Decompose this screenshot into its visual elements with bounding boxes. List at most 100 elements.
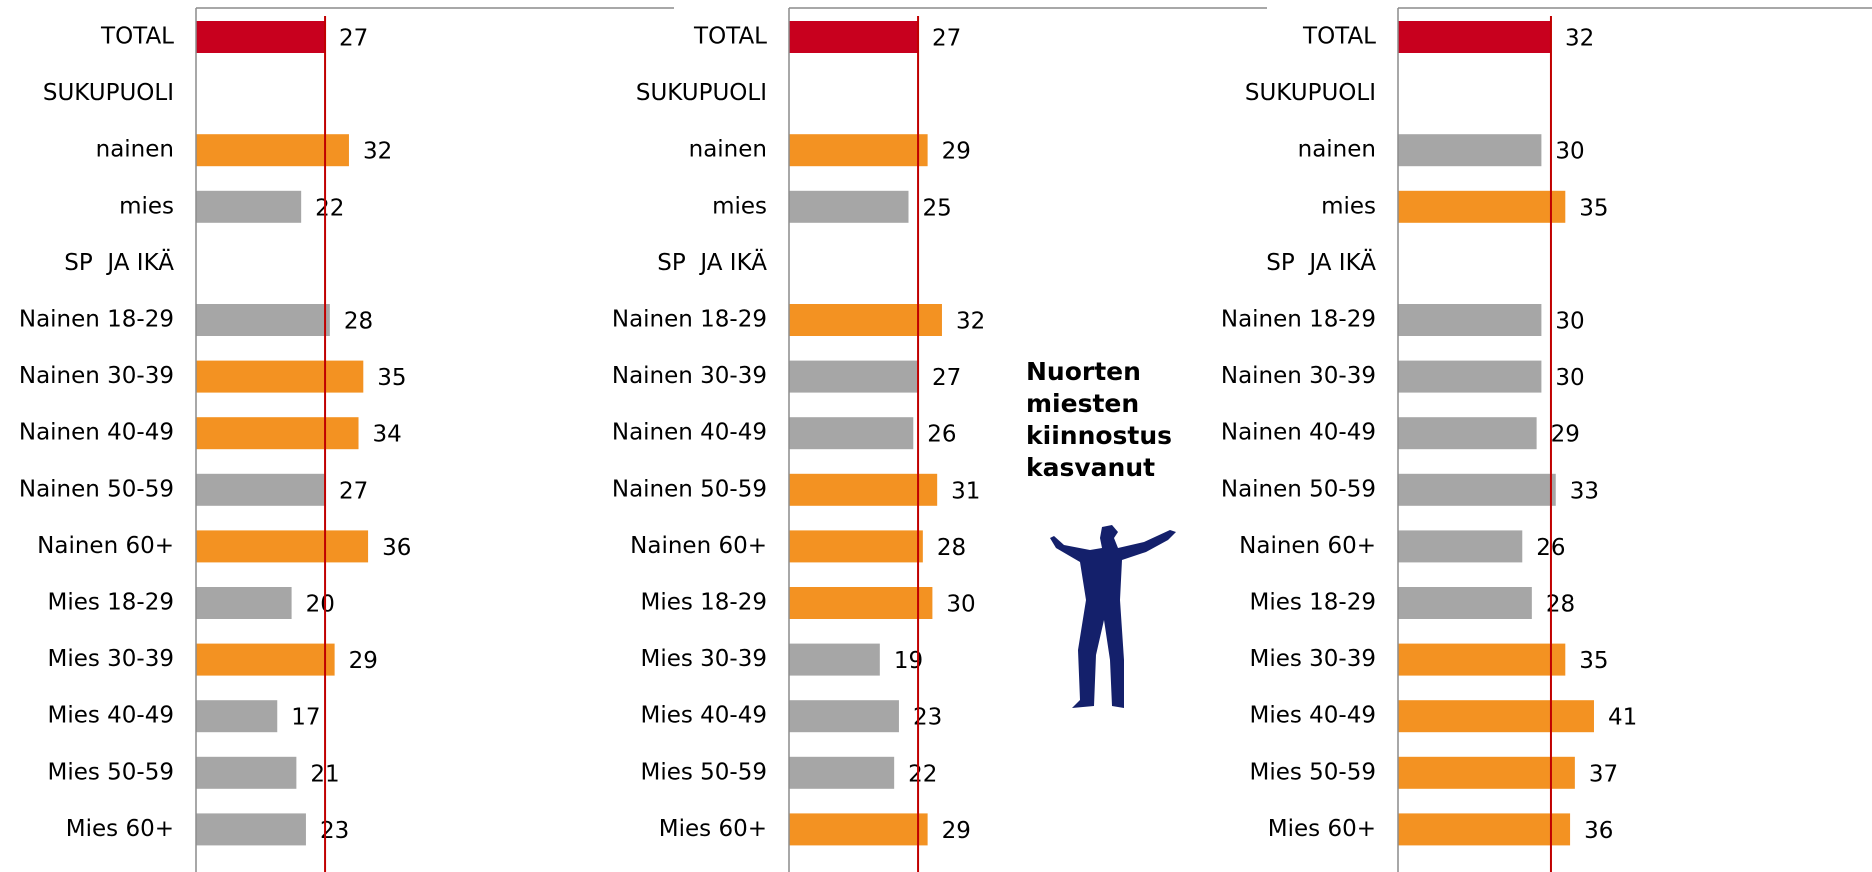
category-label: TOTAL — [1302, 24, 1376, 50]
value-label: 17 — [291, 705, 320, 731]
bar — [196, 21, 325, 53]
value-label: 28 — [937, 535, 966, 561]
category-label: Nainen 18-29 — [1221, 307, 1376, 333]
category-label: Mies 40-49 — [640, 703, 767, 729]
value-label: 22 — [908, 761, 937, 787]
bar — [789, 587, 932, 619]
category-label: nainen — [689, 137, 767, 163]
bar — [196, 191, 301, 223]
category-label: Nainen 50-59 — [19, 476, 174, 502]
value-label: 27 — [932, 365, 961, 391]
bar — [1398, 700, 1594, 732]
value-label: 28 — [344, 309, 373, 335]
value-label: 26 — [927, 422, 956, 448]
category-label: Mies 18-29 — [640, 590, 767, 616]
category-label: Nainen 30-39 — [612, 363, 767, 389]
bar — [789, 361, 918, 393]
value-label: 30 — [1555, 309, 1584, 335]
bar — [196, 587, 292, 619]
bar — [789, 700, 899, 732]
category-label: Nainen 30-39 — [19, 363, 174, 389]
category-label: nainen — [1298, 137, 1376, 163]
category-label: SUKUPUOLI — [636, 80, 767, 106]
figure-icon — [1050, 525, 1176, 708]
bar — [1398, 361, 1541, 393]
page: TOTAL 27 SUKUPUOLI nainen 32 mies 22 SP JA IKÄ N… — [0, 0, 1872, 872]
category-label: Mies 30-39 — [640, 646, 767, 672]
value-label: 33 — [1570, 478, 1599, 504]
category-label: Nainen 60+ — [37, 533, 174, 559]
value-label: 36 — [1584, 818, 1613, 844]
value-label: 32 — [1565, 26, 1594, 52]
value-label: 36 — [382, 535, 411, 561]
bar — [789, 813, 928, 845]
value-label: 32 — [363, 139, 392, 165]
category-label: Mies 30-39 — [1249, 646, 1376, 672]
bar — [196, 644, 335, 676]
category-label: Mies 60+ — [1268, 816, 1376, 842]
category-label: SUKUPUOLI — [1245, 80, 1376, 106]
bar — [1398, 813, 1570, 845]
category-label: mies — [712, 193, 767, 219]
category-label: Mies 60+ — [66, 816, 174, 842]
value-label: 22 — [315, 195, 344, 221]
annotation: Nuorten miesten kiinnostus kasvanut — [1026, 356, 1176, 484]
bar — [196, 361, 363, 393]
bar — [1398, 530, 1522, 562]
value-label: 30 — [1555, 139, 1584, 165]
bar — [1398, 474, 1556, 506]
value-label: 27 — [339, 478, 368, 504]
value-label: 27 — [339, 26, 368, 52]
bar — [789, 191, 909, 223]
value-label: 27 — [932, 26, 961, 52]
category-label: SUKUPUOLI — [43, 80, 174, 106]
category-label: Mies 40-49 — [1249, 703, 1376, 729]
bar — [789, 21, 918, 53]
value-label: 35 — [377, 365, 406, 391]
bar — [789, 474, 937, 506]
category-label: Mies 40-49 — [47, 703, 174, 729]
category-label: Nainen 60+ — [630, 533, 767, 559]
category-label: nainen — [96, 137, 174, 163]
value-label: 34 — [373, 422, 402, 448]
bar — [789, 530, 923, 562]
value-label: 37 — [1589, 761, 1618, 787]
category-label: SP JA IKÄ — [64, 248, 174, 276]
bar — [196, 304, 330, 336]
value-label: 20 — [306, 592, 335, 618]
bar — [196, 700, 277, 732]
bar — [1398, 191, 1565, 223]
chart: TOTAL 27 SUKUPUOLI nainen 32 mies 22 SP JA IKÄ N… — [0, 0, 1872, 872]
category-label: Nainen 30-39 — [1221, 363, 1376, 389]
bar — [1398, 21, 1551, 53]
value-label: 30 — [1555, 365, 1584, 391]
bar — [789, 417, 913, 449]
category-label: SP JA IKÄ — [1266, 248, 1376, 276]
bar — [196, 417, 359, 449]
value-label: 29 — [349, 648, 378, 674]
category-label: mies — [119, 193, 174, 219]
bar — [1398, 757, 1575, 789]
value-label: 25 — [923, 195, 952, 221]
value-label: 29 — [942, 139, 971, 165]
category-label: Nainen 50-59 — [1221, 476, 1376, 502]
bar — [789, 757, 894, 789]
bar — [196, 813, 306, 845]
category-label: Nainen 40-49 — [19, 420, 174, 446]
category-label: Mies 50-59 — [1249, 759, 1376, 785]
category-label: Mies 50-59 — [640, 759, 767, 785]
category-label: Mies 18-29 — [1249, 590, 1376, 616]
category-label: Nainen 40-49 — [1221, 420, 1376, 446]
category-label: Nainen 18-29 — [19, 307, 174, 333]
bar — [1398, 417, 1537, 449]
category-label: Nainen 40-49 — [612, 420, 767, 446]
value-label: 35 — [1579, 195, 1608, 221]
bar — [196, 757, 296, 789]
value-label: 29 — [1551, 422, 1580, 448]
category-label: TOTAL — [693, 24, 767, 50]
category-label: mies — [1321, 193, 1376, 219]
category-label: Mies 50-59 — [47, 759, 174, 785]
bar — [789, 644, 880, 676]
category-label: Nainen 18-29 — [612, 307, 767, 333]
value-label: 35 — [1579, 648, 1608, 674]
